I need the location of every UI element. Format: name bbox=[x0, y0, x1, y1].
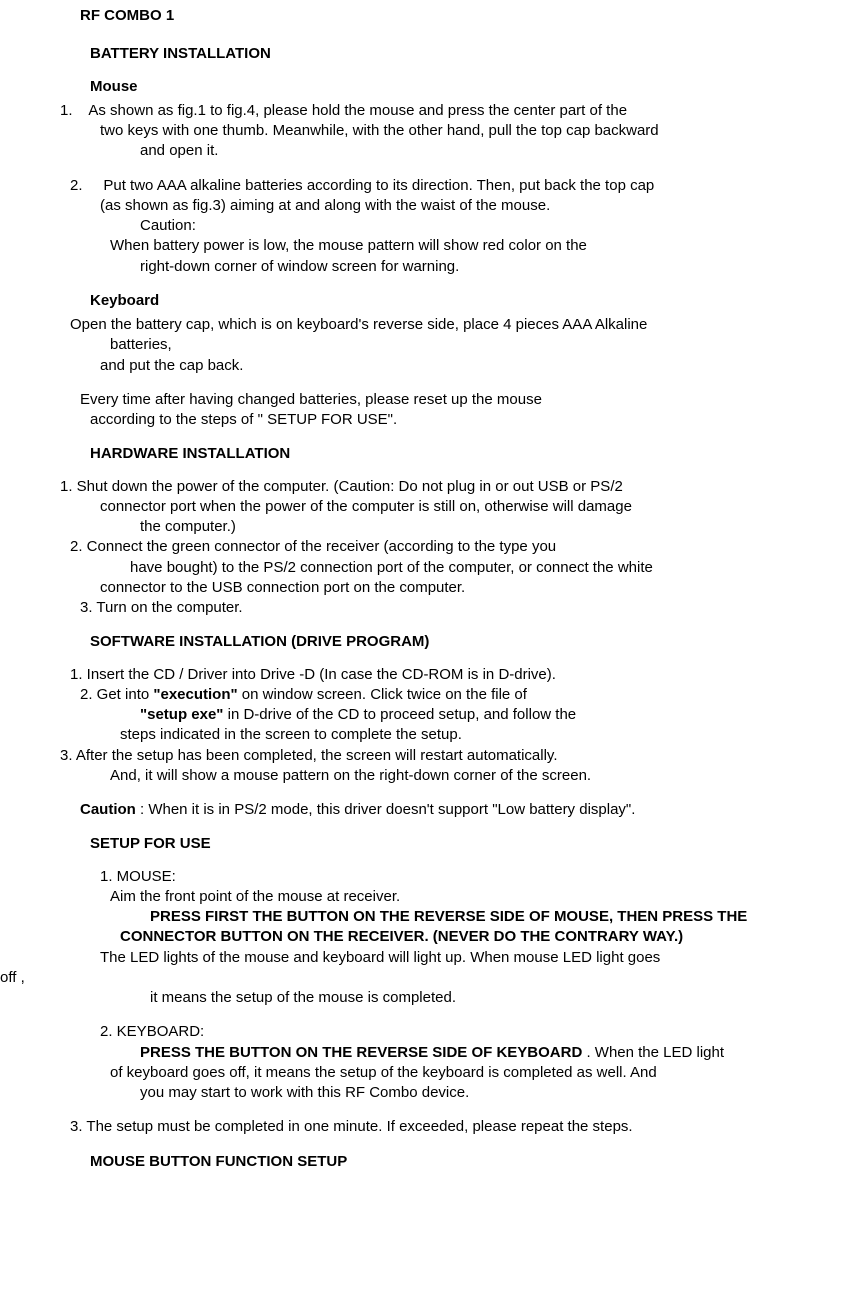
text: : When it is in PS/2 mode, this driver d… bbox=[140, 801, 635, 818]
text: according to the steps of " SETUP FOR US… bbox=[90, 410, 853, 430]
doc-title: RF COMBO 1 bbox=[80, 6, 853, 26]
text: 2. Connect the green connector of the re… bbox=[70, 537, 853, 557]
setup-mouse-label: 1. MOUSE: bbox=[100, 867, 853, 887]
text-bold: PRESS THE BUTTON ON THE REVERSE SIDE OF … bbox=[140, 1044, 582, 1061]
battery-mouse-2: 2. Put two AAA alkaline batteries accord… bbox=[70, 176, 853, 196]
text: 3. The setup must be completed in one mi… bbox=[70, 1117, 853, 1137]
subhead-keyboard: Keyboard bbox=[90, 291, 853, 311]
text: 3. Turn on the computer. bbox=[80, 598, 853, 618]
text-bold: Caution bbox=[80, 801, 136, 818]
text: the computer.) bbox=[140, 517, 853, 537]
text: you may start to work with this RF Combo… bbox=[140, 1083, 853, 1103]
text: connector to the USB connection port on … bbox=[100, 578, 853, 598]
text: Aim the front point of the mouse at rece… bbox=[110, 887, 853, 907]
text: on window screen. Click twice on the fil… bbox=[242, 686, 527, 703]
software-caution: Caution : When it is in PS/2 mode, this … bbox=[80, 800, 853, 820]
text: off , bbox=[0, 968, 853, 988]
listnum: 1. bbox=[60, 102, 73, 119]
text: The LED lights of the mouse and keyboard… bbox=[100, 948, 853, 968]
text: Put two AAA alkaline batteries according… bbox=[103, 177, 654, 194]
text: When battery power is low, the mouse pat… bbox=[110, 236, 853, 256]
battery-mouse-1: 1. As shown as fig.1 to fig.4, please ho… bbox=[60, 101, 853, 121]
text: right-down corner of window screen for w… bbox=[140, 257, 853, 277]
text: have bought) to the PS/2 connection port… bbox=[130, 558, 853, 578]
text: And, it will show a mouse pattern on the… bbox=[110, 766, 853, 786]
document-root: RF COMBO 1 BATTERY INSTALLATION Mouse 1.… bbox=[0, 6, 853, 1172]
text: (as shown as fig.3) aiming at and along … bbox=[100, 196, 853, 216]
text-bold: "execution" bbox=[153, 686, 237, 703]
setup-keyboard-label: 2. KEYBOARD: bbox=[100, 1022, 853, 1042]
heading-hardware: HARDWARE INSTALLATION bbox=[90, 444, 853, 464]
text: two keys with one thumb. Meanwhile, with… bbox=[100, 121, 853, 141]
heading-software: SOFTWARE INSTALLATION (DRIVE PROGRAM) bbox=[90, 632, 853, 652]
heading-battery: BATTERY INSTALLATION bbox=[90, 44, 853, 64]
text: connector port when the power of the com… bbox=[100, 497, 853, 517]
text: 3. After the setup has been completed, t… bbox=[60, 746, 853, 766]
text: As shown as fig.1 to fig.4, please hold … bbox=[88, 102, 627, 119]
text-bold: CONNECTOR BUTTON ON THE RECEIVER. (NEVER… bbox=[120, 927, 853, 947]
listnum: 2. bbox=[70, 177, 83, 194]
subhead-mouse: Mouse bbox=[90, 77, 853, 97]
software-2: 2. Get into "execution" on window screen… bbox=[80, 685, 853, 705]
text: Open the battery cap, which is on keyboa… bbox=[70, 315, 853, 335]
text: 2. Get into bbox=[80, 686, 153, 703]
text: and open it. bbox=[140, 141, 853, 161]
heading-setup: SETUP FOR USE bbox=[90, 834, 853, 854]
text: 1. Insert the CD / Driver into Drive -D … bbox=[70, 665, 853, 685]
software-2-l2: "setup exe" in D-drive of the CD to proc… bbox=[140, 705, 853, 725]
text: and put the cap back. bbox=[100, 356, 853, 376]
text-bold: "setup exe" bbox=[140, 706, 223, 723]
text-bold: PRESS FIRST THE BUTTON ON THE REVERSE SI… bbox=[150, 907, 853, 927]
text: Every time after having changed batterie… bbox=[80, 390, 853, 410]
text: batteries, bbox=[110, 335, 853, 355]
text: . When the LED light bbox=[586, 1044, 724, 1061]
text: in D-drive of the CD to proceed setup, a… bbox=[228, 706, 577, 723]
setup-kb-b1: PRESS THE BUTTON ON THE REVERSE SIDE OF … bbox=[140, 1043, 853, 1063]
text: of keyboard goes off, it means the setup… bbox=[110, 1063, 853, 1083]
heading-mouse-fn: MOUSE BUTTON FUNCTION SETUP bbox=[90, 1152, 853, 1172]
text: steps indicated in the screen to complet… bbox=[120, 725, 853, 745]
text: Caution: bbox=[140, 216, 853, 236]
text: 1. Shut down the power of the computer. … bbox=[60, 477, 853, 497]
text: it means the setup of the mouse is compl… bbox=[150, 988, 853, 1008]
